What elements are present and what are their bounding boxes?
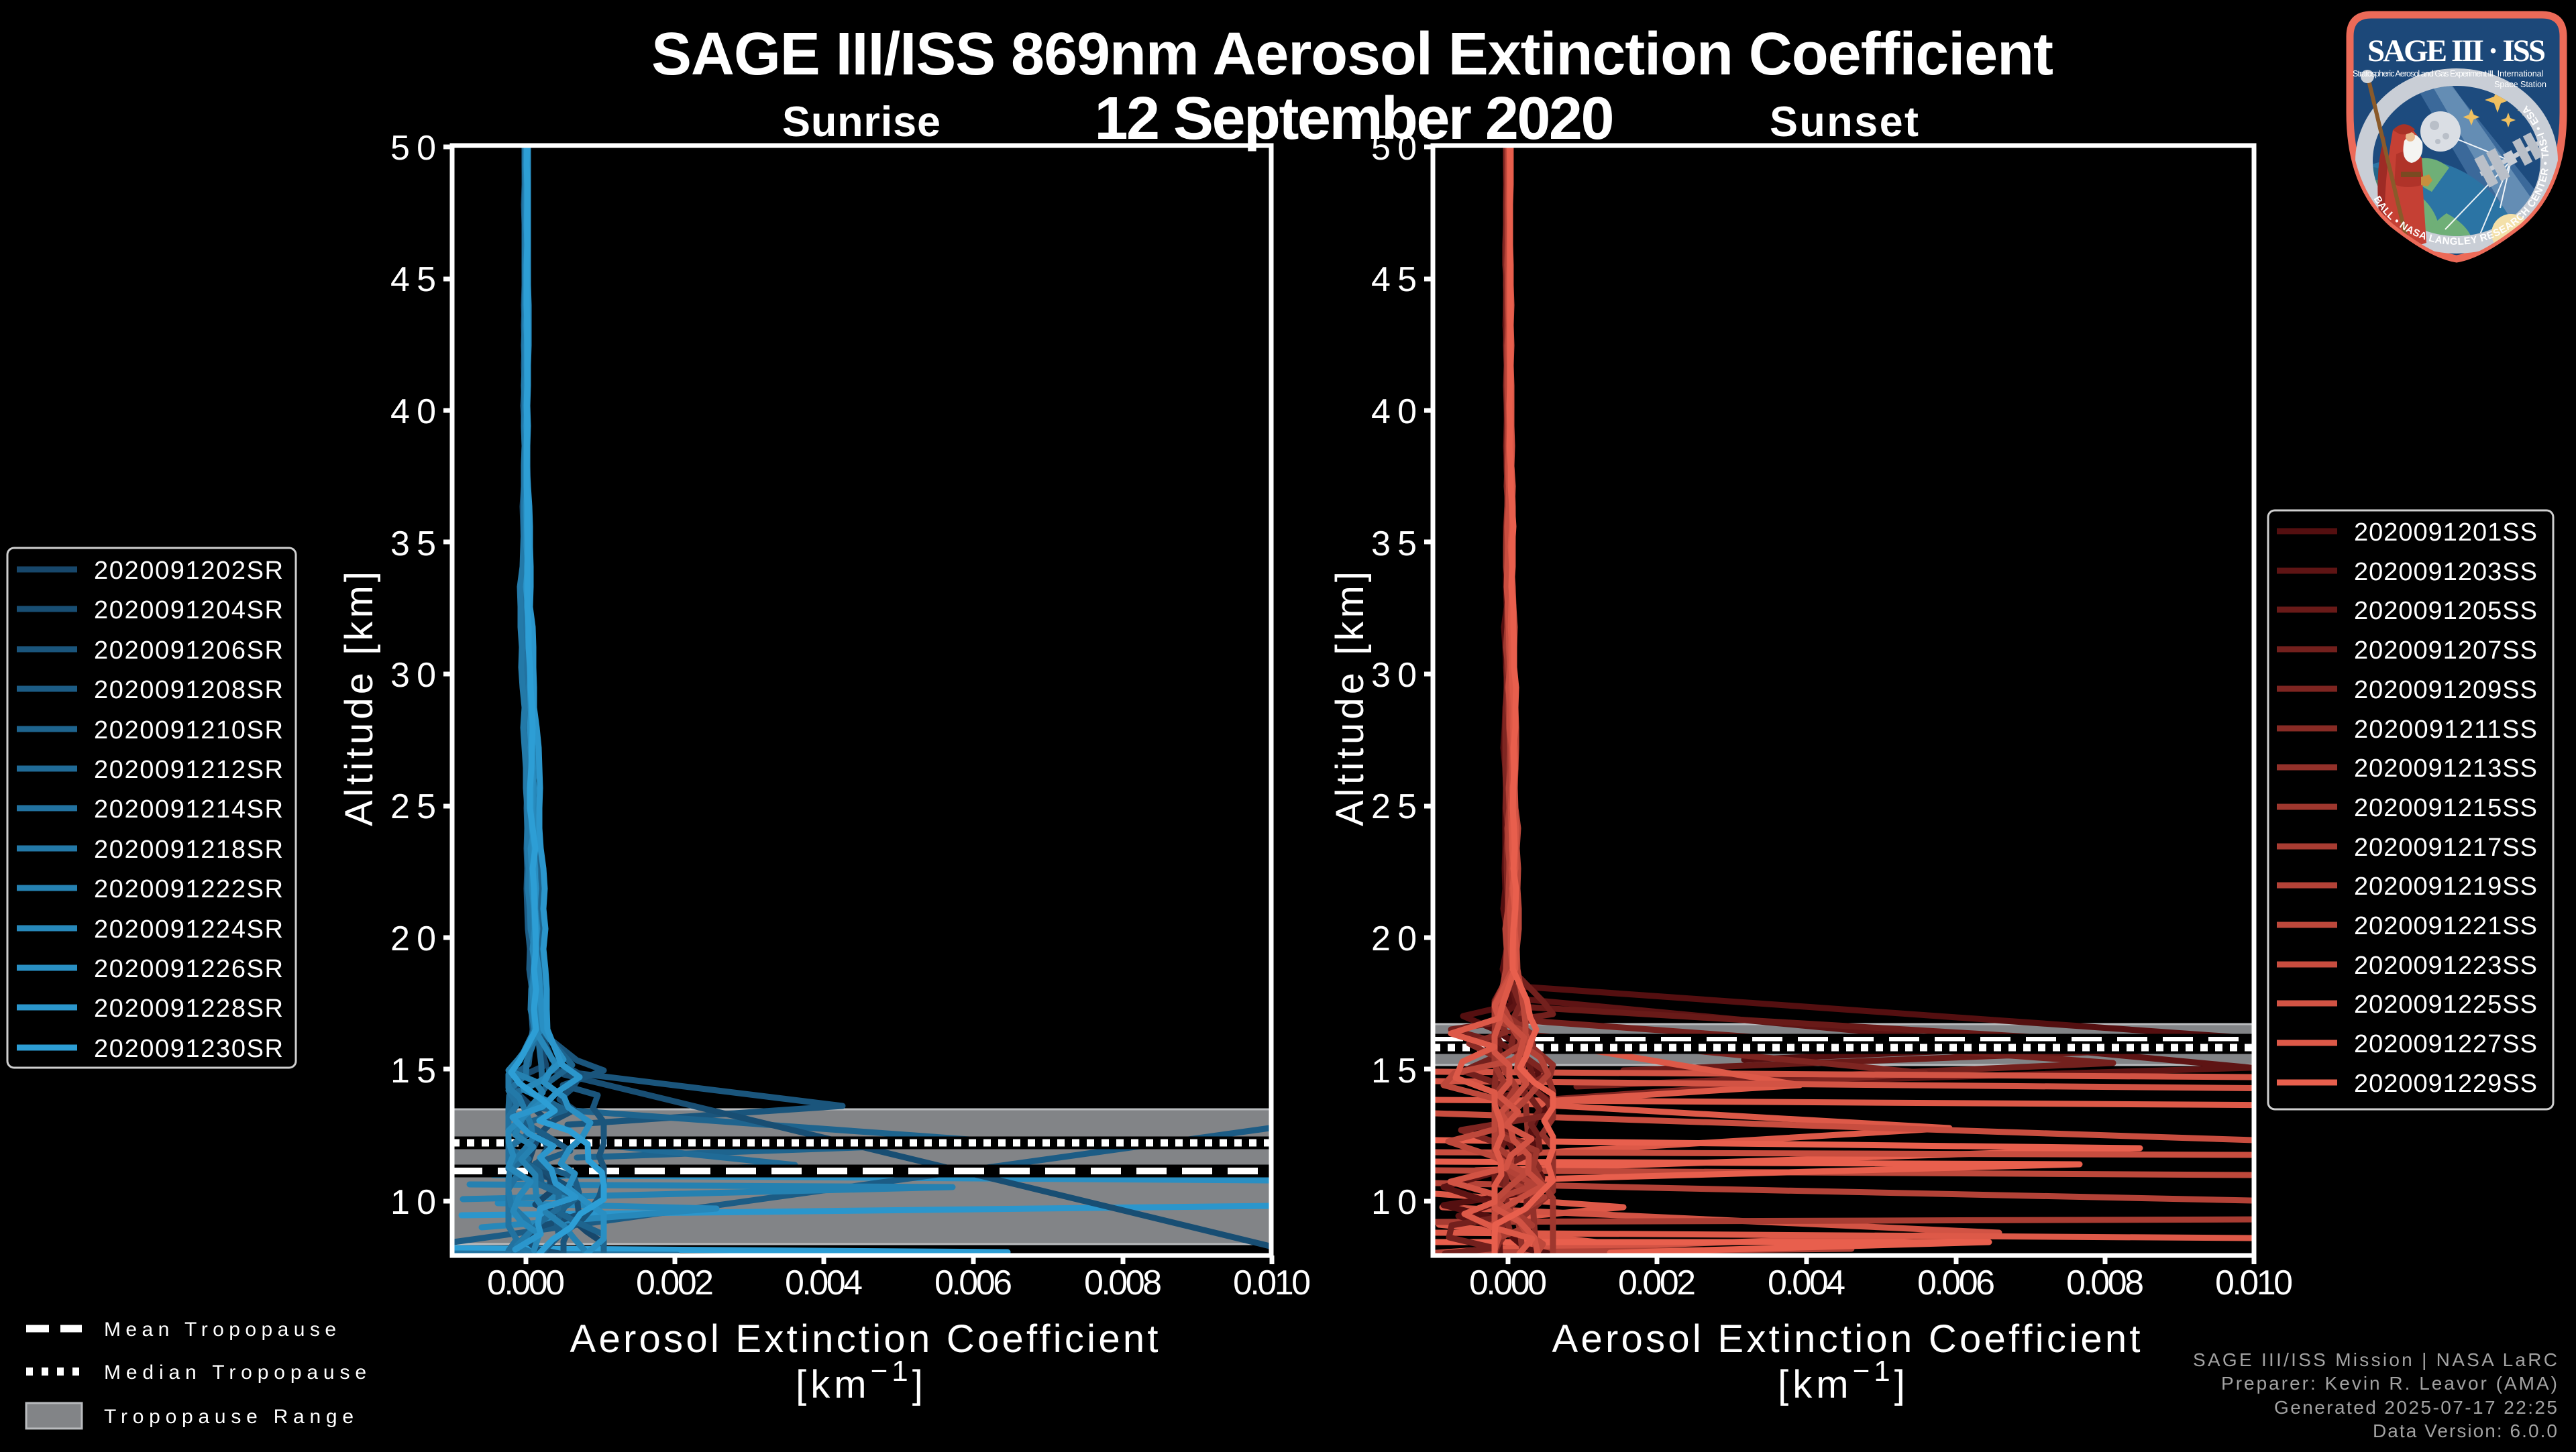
svg-text:2020091221SS: 2020091221SS (2354, 912, 2537, 940)
svg-text:0.010: 0.010 (1233, 1264, 1311, 1302)
svg-text:Generated 2025-07-17 22:25: Generated 2025-07-17 22:25 (2274, 1397, 2557, 1418)
svg-text:Aerosol Extinction Coefficient: Aerosol Extinction Coefficient (1552, 1317, 2141, 1361)
svg-text:SAGE III/ISS 869nm Aerosol Ext: SAGE III/ISS 869nm Aerosol Extinction Co… (651, 21, 2053, 88)
svg-text:SAGE III/ISS Mission | NASA La: SAGE III/ISS Mission | NASA LaRC (2193, 1349, 2557, 1370)
svg-text:2020091212SR: 2020091212SR (94, 756, 283, 784)
svg-text:2020091201SS: 2020091201SS (2354, 518, 2537, 547)
svg-text:0.002: 0.002 (636, 1264, 714, 1302)
svg-text:2020091214SR: 2020091214SR (94, 795, 283, 824)
svg-text:0.008: 0.008 (2066, 1264, 2144, 1302)
svg-text:2020091226SR: 2020091226SR (94, 955, 283, 983)
svg-text:Mean Tropopause: Mean Tropopause (104, 1319, 336, 1341)
svg-text:0.006: 0.006 (1917, 1264, 1995, 1302)
svg-text:12 September 2020: 12 September 2020 (1095, 85, 1615, 152)
svg-text:2020091223SS: 2020091223SS (2354, 952, 2537, 980)
svg-text:2020091211SS: 2020091211SS (2354, 716, 2537, 744)
svg-text:2020091217SS: 2020091217SS (2354, 834, 2537, 862)
svg-text:0.006: 0.006 (934, 1264, 1012, 1302)
svg-text:2020091204SR: 2020091204SR (94, 596, 283, 624)
svg-text:Preparer: Kevin R. Leavor (AMA: Preparer: Kevin R. Leavor (AMA) (2221, 1373, 2557, 1394)
svg-text:Altitude [km]: Altitude [km] (1328, 571, 1372, 826)
svg-text:2020091210SR: 2020091210SR (94, 716, 283, 744)
svg-text:SAGE III · ISS: SAGE III · ISS (2367, 34, 2546, 68)
svg-text:2020091206SR: 2020091206SR (94, 636, 283, 665)
svg-text:Data Version: 6.0.0: Data Version: 6.0.0 (2373, 1420, 2557, 1441)
svg-text:2020091203SS: 2020091203SS (2354, 558, 2537, 586)
svg-text:0.004: 0.004 (1768, 1264, 1845, 1302)
svg-text:Aerosol Extinction Coefficient: Aerosol Extinction Coefficient (570, 1317, 1159, 1361)
svg-text:2020091213SS: 2020091213SS (2354, 755, 2537, 783)
svg-text:Median Tropopause: Median Tropopause (104, 1361, 366, 1384)
svg-text:2020091208SR: 2020091208SR (94, 676, 283, 704)
svg-text:2020091205SS: 2020091205SS (2354, 597, 2537, 625)
svg-text:0.008: 0.008 (1084, 1264, 1162, 1302)
svg-text:Sunrise: Sunrise (782, 99, 941, 146)
svg-text:Altitude [km]: Altitude [km] (337, 571, 381, 826)
svg-text:International: International (2498, 69, 2544, 78)
svg-text:2020091218SR: 2020091218SR (94, 836, 283, 864)
svg-text:Sunset: Sunset (1770, 99, 1919, 146)
svg-text:2020091230SR: 2020091230SR (94, 1035, 283, 1063)
svg-text:2020091219SS: 2020091219SS (2354, 873, 2537, 901)
svg-text:0.000: 0.000 (487, 1264, 565, 1302)
svg-text:2020091224SR: 2020091224SR (94, 915, 283, 944)
svg-text:2020091222SR: 2020091222SR (94, 875, 283, 903)
svg-text:Space Station: Space Station (2494, 80, 2546, 89)
svg-text:2020091207SS: 2020091207SS (2354, 636, 2537, 665)
svg-text:0.010: 0.010 (2215, 1264, 2293, 1302)
svg-text:2020091227SS: 2020091227SS (2354, 1030, 2537, 1058)
svg-text:Stratospheric Aerosol and Gas: Stratospheric Aerosol and Gas Experiment… (2353, 69, 2493, 78)
svg-text:0.000: 0.000 (1469, 1264, 1547, 1302)
svg-text:2020091202SR: 2020091202SR (94, 557, 283, 585)
svg-text:2020091229SS: 2020091229SS (2354, 1070, 2537, 1098)
svg-text:2020091215SS: 2020091215SS (2354, 794, 2537, 822)
svg-text:2020091228SR: 2020091228SR (94, 995, 283, 1023)
svg-text:0.004: 0.004 (785, 1264, 863, 1302)
svg-text:2020091225SS: 2020091225SS (2354, 991, 2537, 1019)
svg-text:2020091209SS: 2020091209SS (2354, 676, 2537, 704)
svg-text:0.002: 0.002 (1618, 1264, 1696, 1302)
